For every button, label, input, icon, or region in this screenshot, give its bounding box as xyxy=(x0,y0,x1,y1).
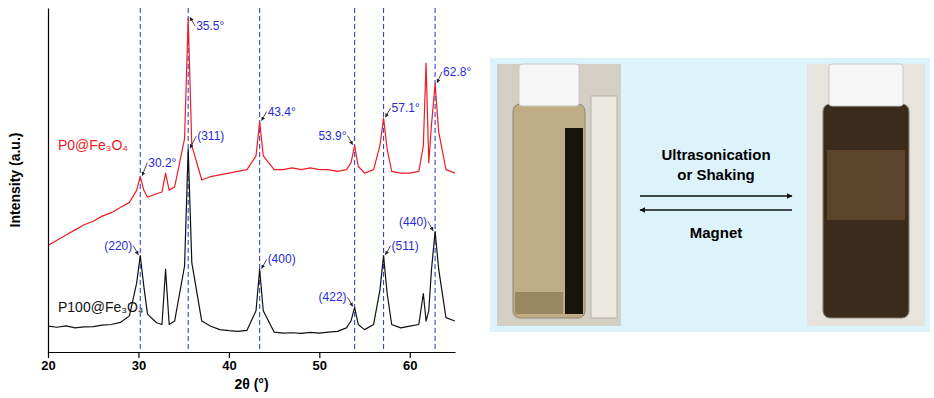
peak-label: 53.9° xyxy=(318,129,346,143)
series-label: P0@Fe₃O₄ xyxy=(58,137,128,153)
vial-photo xyxy=(807,64,925,326)
annotation-arrow xyxy=(133,246,138,255)
label-line: Ultrasonication xyxy=(661,146,770,163)
x-tick-label: 20 xyxy=(41,358,55,373)
y-axis-title: Intensity (a.u.) xyxy=(7,133,23,228)
backward-label: Magnet xyxy=(690,224,743,241)
vial-cap xyxy=(519,64,579,106)
photo-background xyxy=(497,64,621,326)
peak-label: 30.2° xyxy=(148,156,176,170)
peak-line xyxy=(435,8,436,352)
series-line xyxy=(48,18,455,245)
vial-bottom xyxy=(515,292,563,314)
magnet-block xyxy=(591,96,617,318)
x-axis-line xyxy=(49,352,456,353)
x-tick: 40 xyxy=(222,352,236,373)
reference-lines xyxy=(140,8,435,352)
annotation-arrow xyxy=(428,222,433,231)
peak-label: 35.5° xyxy=(196,19,224,33)
peak-label: (400) xyxy=(268,252,296,266)
annotation-arrow xyxy=(437,72,442,83)
forward-label: Ultrasonication or Shaking xyxy=(661,146,770,183)
peak-label: 43.4° xyxy=(268,105,296,119)
annotation-arrow xyxy=(190,17,195,26)
backward-arrow xyxy=(640,209,792,211)
peak-label: (440) xyxy=(399,215,427,229)
peak-label: 62.8° xyxy=(443,65,471,79)
y-axis-line xyxy=(48,9,49,353)
x-tick: 50 xyxy=(313,352,327,373)
x-tick-label: 30 xyxy=(132,358,146,373)
x-tick: 20 xyxy=(41,352,55,373)
annotation-arrow xyxy=(386,246,391,255)
x-tick-mark xyxy=(138,352,139,358)
x-tick-label: 40 xyxy=(222,358,236,373)
vial-cap xyxy=(829,64,903,106)
x-tick-label: 60 xyxy=(403,358,417,373)
annotation-arrow xyxy=(348,297,353,306)
vial-body xyxy=(823,104,909,318)
annotation-arrow xyxy=(190,136,196,148)
annotation-arrow xyxy=(262,112,267,121)
annotation-arrow xyxy=(142,163,147,176)
annotation-arrow xyxy=(348,136,353,145)
peak-line xyxy=(259,8,260,352)
annotation-arrow xyxy=(262,259,267,268)
x-tick: 30 xyxy=(132,352,146,373)
peak-annotations: 30.2° (220) 35.5° (311) 43.4° (400) 53.9° (422)… xyxy=(104,17,471,306)
vial-body xyxy=(513,104,585,318)
plot-area xyxy=(48,18,455,333)
figure: 20 30 40 50 60 2θ (°) Intensity (a.u.) P0@Fe₃O₄… xyxy=(0,0,934,398)
x-axis-title: 2θ (°) xyxy=(234,376,268,392)
peak-label: (511) xyxy=(392,239,419,253)
x-axis: 20 30 40 50 60 xyxy=(41,352,455,373)
peak-line xyxy=(383,8,384,352)
annotation-arrow xyxy=(386,108,391,117)
dispersion-texture xyxy=(827,150,905,220)
forward-arrow xyxy=(640,195,792,197)
vial-photo xyxy=(497,64,621,326)
x-tick-mark xyxy=(319,352,320,358)
series-label: P100@Fe₃O₄ xyxy=(58,299,144,315)
series-line xyxy=(48,149,455,333)
peak-label: (220) xyxy=(104,239,132,253)
peak-label: 57.1° xyxy=(392,101,420,115)
particle-deposit xyxy=(565,128,583,314)
peak-label: (311) xyxy=(197,129,224,143)
x-tick-mark xyxy=(48,352,49,358)
y-axis xyxy=(48,9,49,353)
chart-svg: 20 30 40 50 60 2θ (°) Intensity (a.u.) P0@Fe₃O₄… xyxy=(0,0,934,398)
panel-background xyxy=(490,58,930,332)
x-tick-mark xyxy=(229,352,230,358)
label-line: or Shaking xyxy=(677,166,755,183)
photo-background xyxy=(807,64,925,326)
peak-line xyxy=(354,8,355,352)
x-tick-label: 50 xyxy=(313,358,327,373)
x-tick-mark xyxy=(410,352,411,358)
scheme-panel: Ultrasonication or Shaking Magnet xyxy=(490,58,930,332)
peak-label: (422) xyxy=(319,290,347,304)
x-tick: 60 xyxy=(403,352,417,373)
